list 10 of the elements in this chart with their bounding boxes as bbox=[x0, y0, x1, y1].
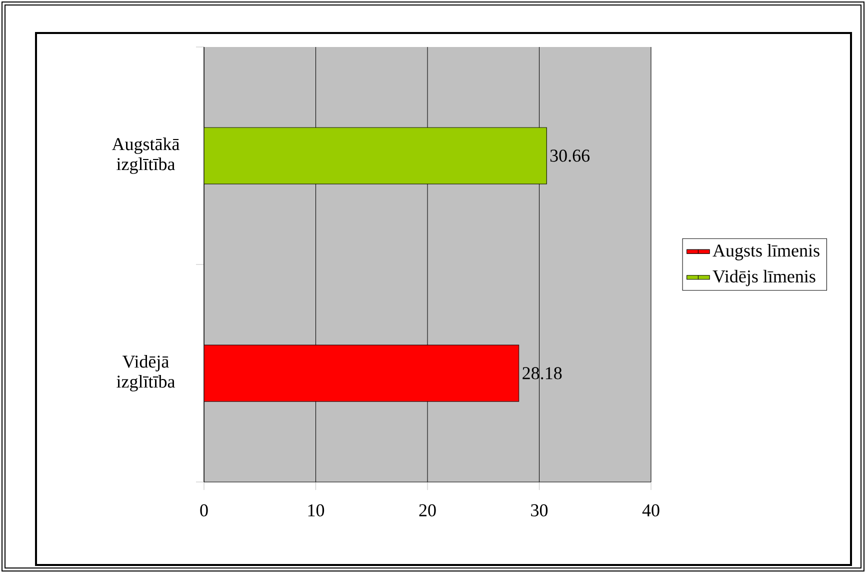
legend-label: Vidējs līmenis bbox=[712, 270, 816, 286]
y-tick-label: Vidējā izglītība bbox=[116, 355, 175, 392]
x-tick-label: 20 bbox=[419, 504, 436, 516]
legend-label: Augsts līmenis bbox=[712, 244, 820, 260]
x-tick-label: 40 bbox=[642, 504, 660, 516]
y-tick-label: Augstākā izglītība bbox=[112, 138, 180, 174]
data-label: 30.66 bbox=[550, 150, 590, 162]
x-tick-label: 30 bbox=[531, 504, 548, 516]
x-tick-label: 0 bbox=[200, 504, 208, 516]
x-tick-label: 10 bbox=[308, 504, 324, 516]
